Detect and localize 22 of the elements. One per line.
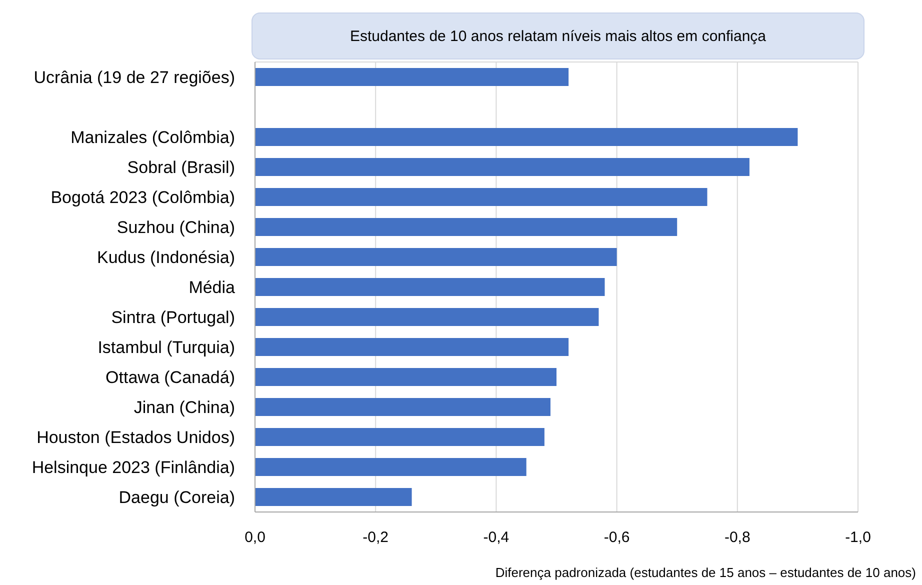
x-tick-label: -0,4 xyxy=(483,529,510,546)
chart-title: Estudantes de 10 anos relatam níveis mais altos em confiança xyxy=(350,28,767,45)
x-axis-title: Diferença padronizada (estudantes de 15 anos – estudantes de 10 anos) xyxy=(495,565,916,580)
y-tick-label: Suzhou (China) xyxy=(116,218,235,237)
y-tick-label: Daegu (Coreia) xyxy=(118,488,235,507)
y-tick-label: Ottawa (Canadá) xyxy=(106,368,235,387)
x-tick-label: -0,8 xyxy=(724,529,750,546)
x-tick-label: -0,6 xyxy=(604,529,630,546)
x-tick-label: 0,0 xyxy=(244,529,266,546)
y-tick-label: Kudus (Indonésia) xyxy=(97,248,235,267)
y-tick-label: Ucrânia (19 de 27 regiões) xyxy=(34,68,235,87)
y-tick-label: Média xyxy=(188,278,236,297)
y-tick-label: Sintra (Portugal) xyxy=(111,308,235,327)
y-tick-label: Bogotá 2023 (Colômbia) xyxy=(50,188,235,207)
y-tick-label: Sobral (Brasil) xyxy=(127,158,235,177)
y-tick-label: Jinan (China) xyxy=(134,398,235,417)
x-tick-label: -1,0 xyxy=(845,529,871,546)
x-tick-label: -0,2 xyxy=(362,529,389,546)
y-tick-label: Manizales (Colômbia) xyxy=(70,128,235,147)
y-tick-label: Istambul (Turquia) xyxy=(98,338,235,357)
y-tick-label: Helsinque 2023 (Finlândia) xyxy=(32,458,235,477)
y-tick-label: Houston (Estados Unidos) xyxy=(36,428,235,447)
